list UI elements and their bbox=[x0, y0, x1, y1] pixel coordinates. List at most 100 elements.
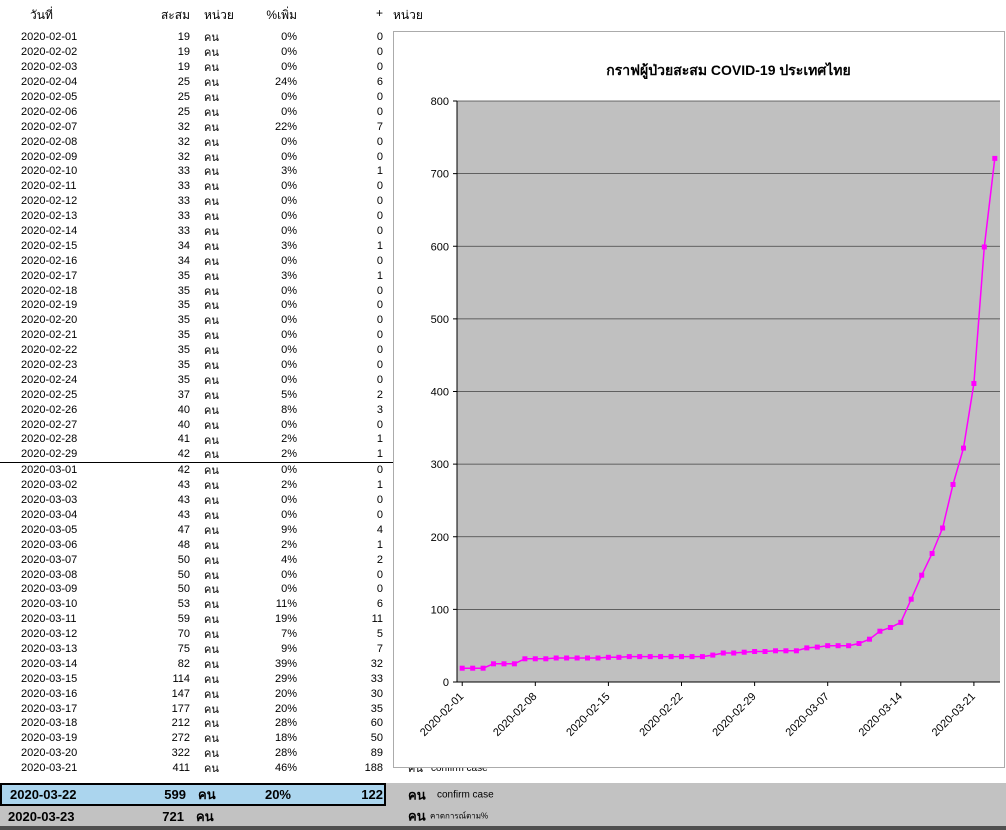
cell[interactable]: 50 bbox=[177, 568, 190, 581]
cell[interactable]: 0% bbox=[281, 150, 297, 163]
cell[interactable]: 0 bbox=[376, 254, 383, 267]
cell[interactable]: 20% bbox=[274, 687, 297, 700]
cell[interactable]: 0% bbox=[281, 373, 297, 386]
cell[interactable]: 2020-03-21 bbox=[21, 762, 78, 775]
cell[interactable]: 0 bbox=[376, 568, 383, 581]
cell[interactable]: 2020-03-20 bbox=[21, 747, 78, 760]
cell[interactable]: คน bbox=[204, 718, 219, 731]
table-row[interactable]: 2020-02-03 19 คน 0% 0 bbox=[0, 60, 393, 75]
cell[interactable]: คน bbox=[204, 211, 219, 224]
table-row[interactable]: 2020-02-12 33 คน 0% 0 bbox=[0, 194, 393, 209]
table-row[interactable]: 2020-02-26 40 คน 8% 3 bbox=[0, 402, 393, 417]
cell[interactable]: 0% bbox=[281, 105, 297, 118]
cell[interactable]: 0 bbox=[376, 225, 383, 238]
cell[interactable]: 0% bbox=[281, 314, 297, 327]
table-row[interactable]: 2020-02-25 37 คน 5% 2 bbox=[0, 387, 393, 402]
cell[interactable]: คน bbox=[204, 360, 219, 373]
cell[interactable]: 60 bbox=[370, 717, 383, 730]
cell[interactable]: 0 bbox=[376, 61, 383, 74]
highlighted-row[interactable]: 2020-03-22 599 คน 20% 122 bbox=[0, 783, 386, 806]
cell[interactable]: 4 bbox=[376, 523, 383, 536]
cell[interactable]: 0 bbox=[376, 180, 383, 193]
cell[interactable]: 33 bbox=[370, 672, 383, 685]
cell[interactable]: 0 bbox=[376, 508, 383, 521]
cell[interactable]: 34 bbox=[177, 239, 190, 252]
cell[interactable]: คน bbox=[204, 240, 219, 253]
cell[interactable]: 2 bbox=[376, 388, 383, 401]
cell[interactable]: 29% bbox=[274, 672, 297, 685]
cell[interactable]: 46% bbox=[274, 762, 297, 775]
table-row[interactable]: 2020-02-19 35 คน 0% 0 bbox=[0, 298, 393, 313]
cell[interactable]: 2020-02-21 bbox=[21, 329, 78, 342]
cell[interactable]: 40 bbox=[177, 403, 190, 416]
cell[interactable]: คน bbox=[204, 345, 219, 358]
cell[interactable]: 40 bbox=[177, 418, 190, 431]
cell[interactable]: 2020-03-04 bbox=[21, 508, 78, 521]
table-row[interactable]: 2020-02-13 33 คน 0% 0 bbox=[0, 209, 393, 224]
cell[interactable]: คน bbox=[204, 434, 219, 447]
cell[interactable]: 177 bbox=[171, 702, 190, 715]
table-row[interactable]: 2020-03-13 75 คน 9% 7 bbox=[0, 642, 393, 657]
table-row[interactable]: 2020-02-09 32 คน 0% 0 bbox=[0, 149, 393, 164]
cell[interactable]: 2020-02-25 bbox=[21, 388, 78, 401]
cell[interactable]: 0% bbox=[281, 61, 297, 74]
cell[interactable]: 2020-03-15 bbox=[21, 672, 78, 685]
cell[interactable]: 50 bbox=[370, 732, 383, 745]
cell[interactable]: 6 bbox=[376, 76, 383, 89]
cell[interactable]: 2020-02-17 bbox=[21, 269, 78, 282]
table-row[interactable]: 2020-03-16 147 คน 20% 30 bbox=[0, 686, 393, 701]
cell[interactable]: คน bbox=[204, 465, 219, 478]
cell[interactable]: 43 bbox=[177, 508, 190, 521]
cell[interactable]: 59 bbox=[177, 613, 190, 626]
table-row[interactable]: 2020-02-29 42 คน 2% 1 bbox=[0, 447, 393, 463]
cell[interactable]: 28% bbox=[274, 747, 297, 760]
cell[interactable]: 35 bbox=[177, 344, 190, 357]
cell[interactable]: 0% bbox=[281, 568, 297, 581]
table-row[interactable]: 2020-03-02 43 คน 2% 1 bbox=[0, 478, 393, 493]
cell[interactable]: 28% bbox=[274, 717, 297, 730]
cell[interactable]: 2020-02-06 bbox=[21, 105, 78, 118]
cell[interactable]: 11 bbox=[371, 613, 383, 626]
cell[interactable]: คน bbox=[204, 374, 219, 387]
cell[interactable]: คน bbox=[204, 703, 219, 716]
cell-cumulative[interactable]: 721 bbox=[162, 808, 184, 824]
cell[interactable]: คน bbox=[204, 554, 219, 567]
cell[interactable]: 2020-02-10 bbox=[21, 165, 78, 178]
table-row[interactable]: 2020-02-10 33 คน 3% 1 bbox=[0, 164, 393, 179]
cell[interactable]: 0 bbox=[376, 314, 383, 327]
cell[interactable]: 2020-03-09 bbox=[21, 583, 78, 596]
cell[interactable]: คน bbox=[204, 584, 219, 597]
cell[interactable]: 2020-02-18 bbox=[21, 284, 78, 297]
cell[interactable]: 89 bbox=[370, 747, 383, 760]
cell[interactable]: 0% bbox=[281, 329, 297, 342]
cell[interactable]: คน bbox=[204, 569, 219, 582]
cell[interactable]: 272 bbox=[171, 732, 190, 745]
table-row[interactable]: 2020-03-09 50 คน 0% 0 bbox=[0, 582, 393, 597]
cell[interactable]: 2020-02-12 bbox=[21, 195, 78, 208]
cell[interactable]: 322 bbox=[171, 747, 190, 760]
cell[interactable]: 0 bbox=[376, 46, 383, 59]
cell[interactable]: 2020-02-15 bbox=[21, 239, 78, 252]
cell[interactable]: confirm case bbox=[431, 762, 488, 774]
cell[interactable]: 43 bbox=[177, 494, 190, 507]
cell[interactable]: 25 bbox=[177, 105, 190, 118]
cell[interactable]: 2% bbox=[281, 479, 297, 492]
cell[interactable]: 212 bbox=[171, 717, 190, 730]
cell[interactable]: คน bbox=[204, 255, 219, 268]
cell[interactable]: 0% bbox=[281, 418, 297, 431]
cell[interactable]: 147 bbox=[171, 687, 190, 700]
cell[interactable]: 0% bbox=[281, 91, 297, 103]
cell[interactable]: 32 bbox=[370, 657, 383, 670]
table-row[interactable]: 2020-03-10 53 คน 11% 6 bbox=[0, 597, 393, 612]
cell[interactable]: 19% bbox=[274, 613, 297, 626]
cell[interactable]: 0% bbox=[281, 508, 297, 521]
cell-plus[interactable]: 122 bbox=[361, 787, 383, 802]
cell[interactable]: 0 bbox=[376, 195, 383, 208]
cell[interactable]: 2020-03-18 bbox=[21, 717, 78, 730]
cell[interactable]: 19 bbox=[177, 61, 190, 74]
cell[interactable]: 2020-03-14 bbox=[21, 657, 78, 670]
cell[interactable]: 2020-03-13 bbox=[21, 642, 78, 655]
cell[interactable]: 0% bbox=[281, 344, 297, 357]
cell[interactable]: 33 bbox=[177, 180, 190, 193]
cell[interactable]: 33 bbox=[177, 210, 190, 223]
